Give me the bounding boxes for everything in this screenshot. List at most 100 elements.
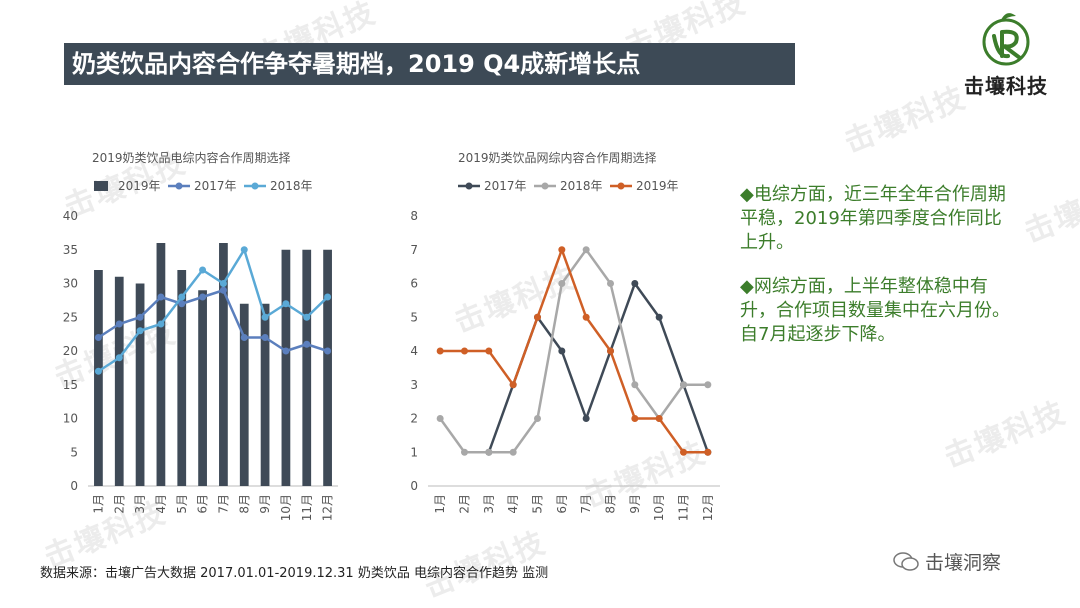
legend-swatch xyxy=(94,181,108,191)
y-tick-label: 0 xyxy=(70,479,78,493)
y-tick-label: 5 xyxy=(410,310,418,324)
x-tick-label: 9月 xyxy=(258,494,272,514)
legend-marker xyxy=(541,182,549,190)
data-point xyxy=(509,448,517,456)
data-point xyxy=(94,334,102,341)
series-line xyxy=(487,282,710,453)
x-tick-label: 8月 xyxy=(604,494,618,514)
series-line xyxy=(97,289,328,353)
data-point xyxy=(436,415,444,422)
data-point xyxy=(655,313,663,321)
brand-name: 击壤科技 xyxy=(964,74,1048,98)
x-tick-label: 4月 xyxy=(506,494,520,514)
y-tick-label: 25 xyxy=(63,310,78,324)
data-point xyxy=(240,334,248,341)
data-point xyxy=(303,313,311,321)
insight-bullets: ◆电综方面，近三年全年合作周期平稳，2019年第四季度合作同比上升。 ◆网综方面… xyxy=(740,183,1010,367)
brand-mark-icon xyxy=(982,13,1030,66)
x-tick-label: 11月 xyxy=(300,494,314,521)
data-point xyxy=(558,347,566,355)
chart-title: 2019奶类饮品网综内容合作周期选择 xyxy=(458,150,657,165)
legend-label: 2018年 xyxy=(270,179,313,193)
y-tick-label: 4 xyxy=(410,344,418,358)
y-tick-label: 5 xyxy=(70,445,78,459)
y-tick-label: 10 xyxy=(63,412,78,426)
wechat-icon xyxy=(893,552,919,571)
x-tick-label: 12月 xyxy=(701,494,715,521)
x-tick-label: 5月 xyxy=(175,494,189,514)
data-point xyxy=(582,246,590,254)
bar xyxy=(239,303,249,486)
x-tick-label: 1月 xyxy=(433,494,447,514)
x-tick-label: 11月 xyxy=(677,494,691,521)
brand-logo: 击壤科技 xyxy=(942,6,1070,98)
x-tick-label: 3月 xyxy=(482,494,496,514)
data-point xyxy=(240,246,248,254)
data-point xyxy=(157,293,165,301)
data-point xyxy=(136,327,144,335)
x-tick-label: 5月 xyxy=(531,494,545,514)
x-tick-label: 7月 xyxy=(216,494,230,514)
data-point xyxy=(582,313,590,321)
x-tick-label: 6月 xyxy=(555,494,569,514)
bar xyxy=(260,303,270,486)
bullet-variety-shows: ◆电综方面，近三年全年合作周期平稳，2019年第四季度合作同比上升。 xyxy=(740,184,1006,253)
y-tick-label: 1 xyxy=(410,445,418,459)
data-point xyxy=(324,293,332,301)
bar xyxy=(94,270,103,486)
data-point xyxy=(655,415,663,422)
x-tick-label: 10月 xyxy=(652,494,666,521)
data-point xyxy=(680,381,687,389)
x-tick-label: 2月 xyxy=(458,494,472,514)
legend-marker xyxy=(465,182,473,190)
legend-label: 2019年 xyxy=(118,179,161,193)
y-tick-label: 3 xyxy=(410,378,418,392)
data-point xyxy=(534,313,541,321)
data-point xyxy=(199,293,207,301)
data-point xyxy=(558,246,566,254)
data-point xyxy=(115,320,123,328)
data-point xyxy=(178,293,186,301)
bar xyxy=(281,249,291,486)
data-point xyxy=(485,347,493,355)
y-tick-label: 2 xyxy=(410,412,418,426)
data-point xyxy=(607,347,614,355)
y-tick-label: 40 xyxy=(63,209,78,223)
legend-marker xyxy=(251,182,259,190)
legend-label: 2017年 xyxy=(484,179,527,193)
data-point xyxy=(680,448,687,456)
bar xyxy=(135,283,145,486)
bar xyxy=(156,243,166,486)
data-point xyxy=(219,280,227,287)
data-point xyxy=(461,448,468,456)
series-line xyxy=(97,248,329,373)
x-tick-label: 4月 xyxy=(154,494,168,514)
bullet-web-shows: ◆网综方面，上半年整体稳中有升，合作项目数量集中在六月份。自7月起逐步下降。 xyxy=(740,276,1010,345)
x-tick-label: 10月 xyxy=(279,494,293,521)
data-point xyxy=(509,381,517,389)
bar xyxy=(198,290,207,486)
data-point xyxy=(631,280,639,287)
y-tick-label: 0 xyxy=(410,479,418,493)
legend-label: 2017年 xyxy=(194,179,237,193)
x-tick-label: 8月 xyxy=(237,494,251,514)
data-point xyxy=(282,347,290,355)
data-point xyxy=(558,280,566,287)
legend-label: 2019年 xyxy=(636,179,679,193)
data-point xyxy=(485,448,493,456)
page-title: 奶类饮品内容合作争夺暑期档，2019 Q4成新增长点 xyxy=(72,50,641,78)
bar xyxy=(114,276,124,486)
y-tick-label: 15 xyxy=(63,378,78,392)
chart-title: 2019奶类饮品电综内容合作周期选择 xyxy=(92,150,291,165)
y-tick-label: 8 xyxy=(410,209,418,223)
x-tick-label: 9月 xyxy=(628,494,642,514)
data-point xyxy=(303,340,311,348)
wechat-label: 击壤洞察 xyxy=(925,552,1002,574)
bar xyxy=(219,243,228,486)
legend-label: 2018年 xyxy=(560,179,603,193)
legend-marker xyxy=(175,182,183,190)
data-point xyxy=(582,415,590,422)
data-point xyxy=(607,280,614,287)
data-point xyxy=(631,381,639,389)
